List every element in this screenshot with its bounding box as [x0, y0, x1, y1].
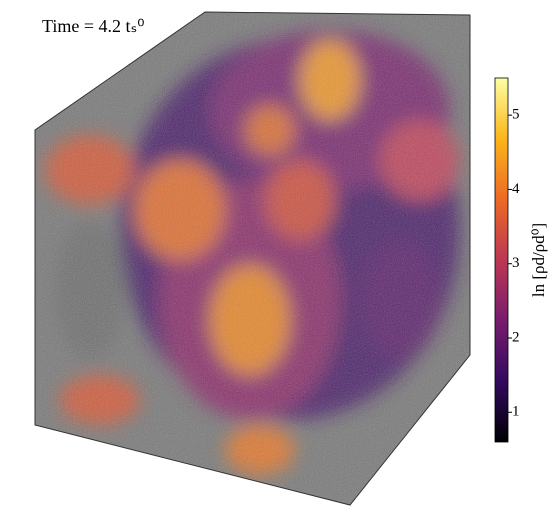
colorbar-tick-label: 4 — [512, 181, 520, 197]
cube-outline — [34, 11, 471, 506]
colorbar-tick-label: 5 — [512, 107, 520, 123]
colorbar-label: ln [ρd/ρd⁰] — [529, 223, 548, 297]
colorbar — [494, 77, 509, 443]
colorbar-tick-label: 1 — [512, 404, 520, 420]
chart-title: Time = 4.2 tₛ⁰ — [42, 16, 144, 36]
colorbar-tick-label: 3 — [512, 255, 520, 271]
volume-render — [35, 12, 470, 505]
colorbar-tick-label: 2 — [512, 329, 520, 345]
